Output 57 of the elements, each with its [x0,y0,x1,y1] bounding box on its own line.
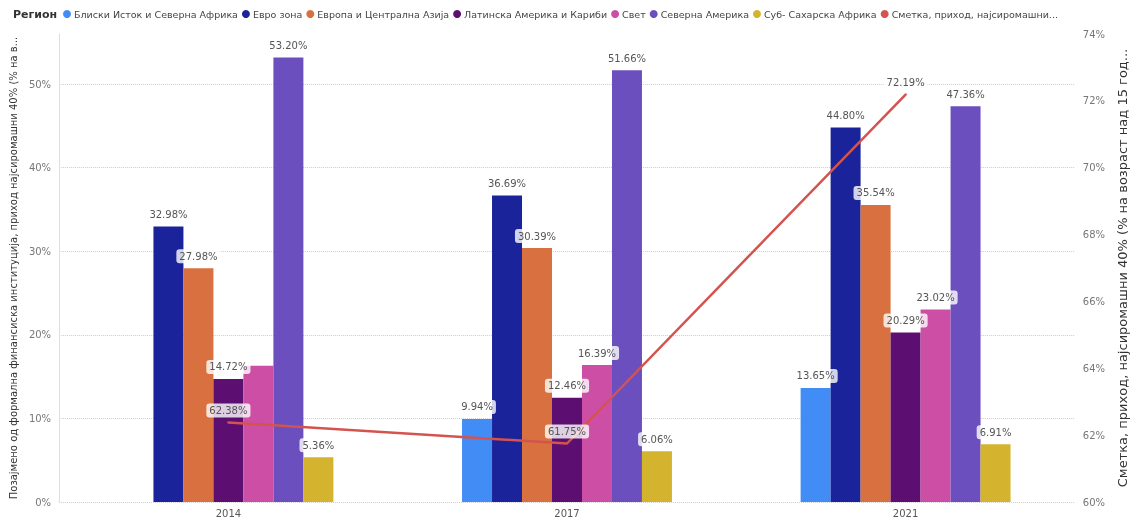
data-label: 13.65% [796,370,835,382]
x-tick-label: 2014 [215,507,242,519]
legend-label: Европа и Централна Азија [317,8,450,20]
y2-tick-label: 64% [1082,362,1106,374]
y-tick-label: 40% [28,162,52,174]
legend-label: Евро зона [252,8,303,20]
data-label: 23.02% [916,292,955,304]
bar [303,457,334,502]
bar [462,418,493,502]
data-label: 6.06% [641,433,673,445]
bar [800,387,831,502]
data-label: 36.69% [487,177,527,189]
legend-label: Северна Америка [660,8,749,20]
data-label: 6.91% [979,426,1012,438]
y-tick-label: 20% [28,329,52,341]
bar [890,332,921,502]
legend-title: Регион [13,8,58,21]
y-tick-label: 10% [28,412,52,424]
y-axis-title: Позајмено од формална финансиска институција, приход најсиромашни 40% (% на в... [7,36,19,500]
data-label: 72.19% [886,77,925,89]
bar [273,57,304,502]
legend-label: Блиски Исток и Северна Африка [74,8,238,20]
data-label: 30.39% [517,230,557,242]
data-label: 53.20% [269,39,308,51]
y2-tick-label: 72% [1082,95,1106,107]
data-label: 62.38% [209,404,248,416]
y2-tick-label: 74% [1082,28,1106,40]
legend-label: Свет [622,8,647,20]
legend-label: Суб- Сахарска Африка [763,8,877,20]
data-label: 32.98% [149,208,188,220]
x-tick-label: 2021 [892,507,919,519]
y2-tick-label: 62% [1082,429,1106,441]
data-label: 47.36% [946,88,985,100]
y2-tick-label: 68% [1082,229,1106,241]
y2-tick-label: 70% [1082,162,1106,174]
data-label: 27.98% [179,250,218,262]
data-label: 44.80% [826,110,865,122]
data-label: 9.94% [461,401,493,413]
y-tick-label: 30% [28,245,52,257]
y2-tick-label: 60% [1082,496,1106,508]
bar [980,444,1011,502]
data-label: 5.36% [302,439,335,451]
data-label: 20.29% [886,314,925,326]
legend-label: Латинска Америка и Кариби [464,8,608,20]
y2-axis-title: Сметка, приход, најсиромашни 40% (% на возраст над 15 год... [1115,48,1130,488]
data-label: 35.54% [856,187,895,199]
data-label: 12.46% [547,380,587,392]
legend-label: Сметка, приход, најсиромашни... [891,8,1058,20]
y-tick-label: 50% [28,78,52,90]
data-label: 51.66% [607,52,647,64]
data-label: 16.39% [577,347,617,359]
data-label: 61.75% [547,426,587,437]
data-label: 14.72% [209,361,248,373]
bar [641,451,672,502]
y2-tick-label: 66% [1082,295,1106,307]
x-tick-label: 2017 [554,507,580,519]
y-tick-label: 0% [35,496,52,508]
